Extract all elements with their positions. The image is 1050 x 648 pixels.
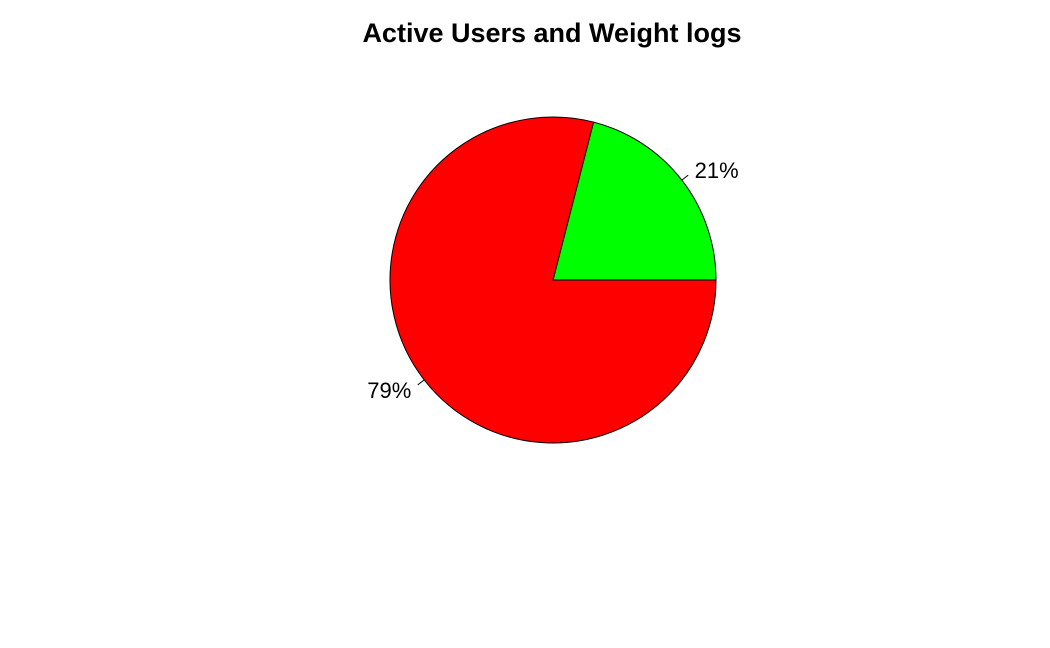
chart-title: Active Users and Weight logs xyxy=(362,18,741,48)
leader-line-1 xyxy=(417,379,425,386)
slice-label-0: 21% xyxy=(695,158,739,183)
pie-slices xyxy=(389,116,717,444)
pie-slice-0 xyxy=(552,121,717,281)
leader-line-0 xyxy=(681,174,689,181)
slice-labels: 21% 79% xyxy=(367,158,738,403)
leader-lines xyxy=(417,174,689,386)
pie-slice-1 xyxy=(389,116,717,444)
slice-label-1: 79% xyxy=(367,378,411,403)
